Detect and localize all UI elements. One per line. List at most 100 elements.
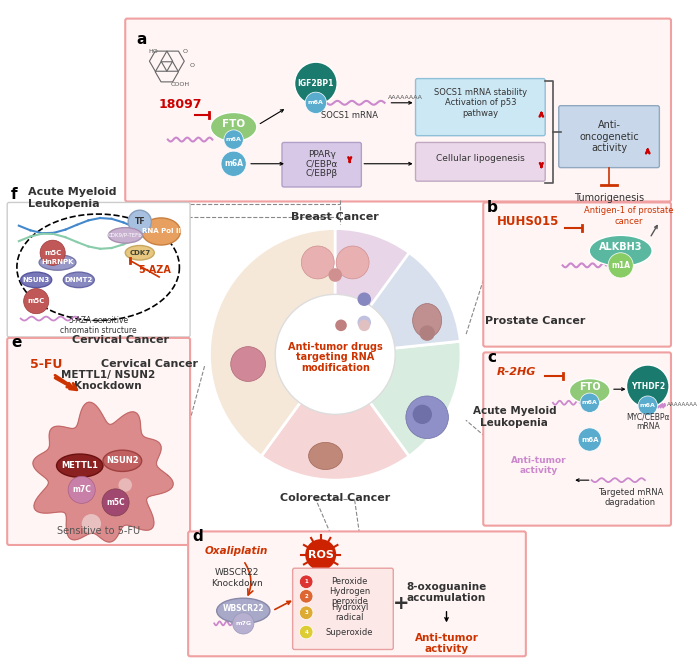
Text: m5C: m5C xyxy=(44,250,62,256)
FancyBboxPatch shape xyxy=(282,142,361,187)
Text: activity: activity xyxy=(591,144,627,153)
Text: FTO: FTO xyxy=(222,119,245,129)
Circle shape xyxy=(419,325,435,341)
Text: AAAAAAAA: AAAAAAAA xyxy=(389,95,424,101)
FancyBboxPatch shape xyxy=(125,19,671,201)
FancyBboxPatch shape xyxy=(7,203,190,337)
Text: DNMT2: DNMT2 xyxy=(64,277,93,283)
Text: 18097: 18097 xyxy=(159,98,202,111)
Text: NSUN2: NSUN2 xyxy=(106,456,139,465)
Text: Anti-tumor drugs: Anti-tumor drugs xyxy=(288,342,383,352)
Text: modification: modification xyxy=(301,363,370,373)
Text: 8-oxoguanine: 8-oxoguanine xyxy=(407,582,486,592)
Circle shape xyxy=(638,396,657,415)
Text: AAAAAAAA: AAAAAAAA xyxy=(667,402,698,407)
Circle shape xyxy=(300,625,313,639)
Text: 5-AZA-sensitive
chromatin structure: 5-AZA-sensitive chromatin structure xyxy=(60,315,136,335)
Text: R-2HG: R-2HG xyxy=(497,367,536,377)
Circle shape xyxy=(82,514,101,533)
Text: HUHS015: HUHS015 xyxy=(497,215,559,228)
FancyBboxPatch shape xyxy=(416,142,545,181)
Wedge shape xyxy=(335,229,410,354)
Circle shape xyxy=(358,315,371,329)
Wedge shape xyxy=(335,342,461,456)
Text: ALKBH3: ALKBH3 xyxy=(599,242,643,252)
Text: METTL1/ NSUN2
Knockdown: METTL1/ NSUN2 Knockdown xyxy=(61,370,155,391)
Text: m6A: m6A xyxy=(640,403,656,408)
Text: RNA Pol II: RNA Pol II xyxy=(141,229,181,234)
Circle shape xyxy=(578,428,601,451)
Text: e: e xyxy=(11,335,22,350)
Text: Superoxide: Superoxide xyxy=(326,627,374,637)
Text: Activation of p53: Activation of p53 xyxy=(444,98,516,107)
Text: d: d xyxy=(192,529,203,544)
FancyBboxPatch shape xyxy=(416,79,545,136)
Circle shape xyxy=(580,393,599,413)
Text: a: a xyxy=(137,32,147,47)
Text: oncogenetic: oncogenetic xyxy=(579,132,639,142)
Text: SOCS1 mRNA stability: SOCS1 mRNA stability xyxy=(434,88,527,97)
Text: Leukopenia: Leukopenia xyxy=(29,199,100,209)
Circle shape xyxy=(300,590,313,603)
Text: Antigen-1 of prostate
cancer: Antigen-1 of prostate cancer xyxy=(584,206,673,225)
Text: Anti-tumor
activity: Anti-tumor activity xyxy=(510,456,566,475)
FancyBboxPatch shape xyxy=(483,203,671,347)
Text: CDK9/P-TEFb: CDK9/P-TEFb xyxy=(108,233,143,238)
Text: O: O xyxy=(183,49,188,54)
Circle shape xyxy=(626,365,669,407)
Ellipse shape xyxy=(341,319,364,331)
Text: Acute Myeloid
Leukopenia: Acute Myeloid Leukopenia xyxy=(473,407,556,428)
Text: COOH: COOH xyxy=(171,82,190,87)
Wedge shape xyxy=(261,354,410,480)
Circle shape xyxy=(231,347,265,381)
Circle shape xyxy=(128,210,151,234)
Circle shape xyxy=(412,405,432,424)
Circle shape xyxy=(300,606,313,619)
Circle shape xyxy=(275,295,396,415)
Text: accumulation: accumulation xyxy=(407,593,486,603)
Text: activity: activity xyxy=(424,644,468,654)
Text: m7C: m7C xyxy=(72,485,91,495)
Ellipse shape xyxy=(125,246,154,260)
Text: HO: HO xyxy=(148,49,158,54)
Text: Hydroxyl
radical: Hydroxyl radical xyxy=(331,603,368,623)
Text: c: c xyxy=(487,350,496,364)
Circle shape xyxy=(300,575,313,588)
Text: m6A: m6A xyxy=(224,159,243,168)
Circle shape xyxy=(302,246,335,279)
Text: Acute Myeloid: Acute Myeloid xyxy=(29,187,117,197)
Circle shape xyxy=(328,268,342,282)
Text: Tumorigenesis: Tumorigenesis xyxy=(574,193,644,203)
Circle shape xyxy=(68,476,95,503)
Text: CDK7: CDK7 xyxy=(130,250,150,256)
Ellipse shape xyxy=(57,454,103,477)
Text: f: f xyxy=(11,187,18,202)
Text: YTHDF2: YTHDF2 xyxy=(631,382,665,391)
Text: Hydrogen
peroxide: Hydrogen peroxide xyxy=(329,586,370,606)
Wedge shape xyxy=(335,229,461,354)
Text: Targeted mRNA
dagradation: Targeted mRNA dagradation xyxy=(598,488,663,507)
Ellipse shape xyxy=(412,303,442,338)
Text: m6A: m6A xyxy=(308,100,324,105)
Ellipse shape xyxy=(569,378,610,404)
Circle shape xyxy=(40,240,65,265)
Ellipse shape xyxy=(217,599,270,623)
Ellipse shape xyxy=(21,272,52,288)
FancyBboxPatch shape xyxy=(188,531,526,656)
Circle shape xyxy=(232,613,254,634)
FancyBboxPatch shape xyxy=(7,338,190,545)
Circle shape xyxy=(118,478,132,492)
Text: targeting RNA: targeting RNA xyxy=(296,352,374,362)
Polygon shape xyxy=(33,402,173,542)
Ellipse shape xyxy=(358,299,371,323)
Text: Oxaliplatin: Oxaliplatin xyxy=(205,546,268,556)
Ellipse shape xyxy=(309,442,342,470)
Text: 5-AZA: 5-AZA xyxy=(138,265,171,275)
Text: O: O xyxy=(190,62,195,68)
Text: SOCS1 mRNA: SOCS1 mRNA xyxy=(321,111,378,120)
Text: m5C: m5C xyxy=(27,298,45,304)
Circle shape xyxy=(305,92,326,113)
Text: HnRNPK: HnRNPK xyxy=(41,260,74,266)
Ellipse shape xyxy=(39,255,76,270)
Ellipse shape xyxy=(141,218,181,245)
